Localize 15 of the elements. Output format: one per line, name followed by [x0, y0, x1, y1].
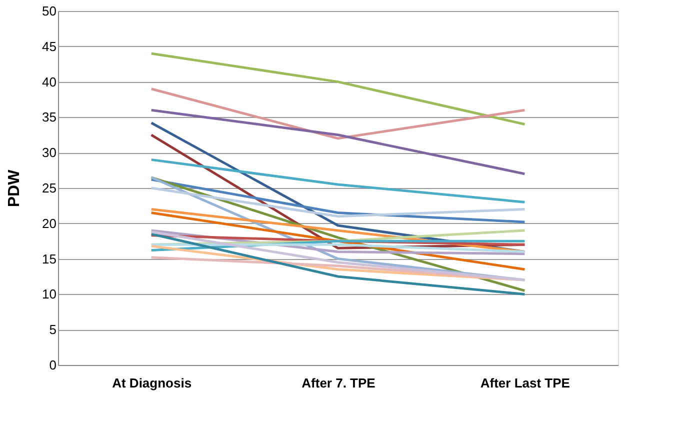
- y-tick-label: 25: [42, 180, 56, 196]
- y-tick-label: 50: [42, 4, 56, 18]
- x-tick-label: After 7. TPE: [302, 376, 376, 390]
- y-tick-label: 10: [42, 286, 56, 302]
- y-tick-label: 15: [42, 251, 56, 266]
- y-tick-label: 35: [42, 110, 56, 125]
- y-tick-label: 45: [42, 38, 56, 54]
- y-axis-title: PDW: [6, 168, 24, 208]
- y-tick-label: 40: [42, 74, 56, 90]
- x-tick-label: After Last TPE: [480, 376, 570, 390]
- y-tick-label: 20: [42, 216, 56, 231]
- y-tick-label: 0: [49, 358, 56, 372]
- y-tick-label: 30: [42, 145, 56, 160]
- y-tick-label: 5: [49, 322, 56, 338]
- x-tick-label: At Diagnosis: [112, 376, 192, 390]
